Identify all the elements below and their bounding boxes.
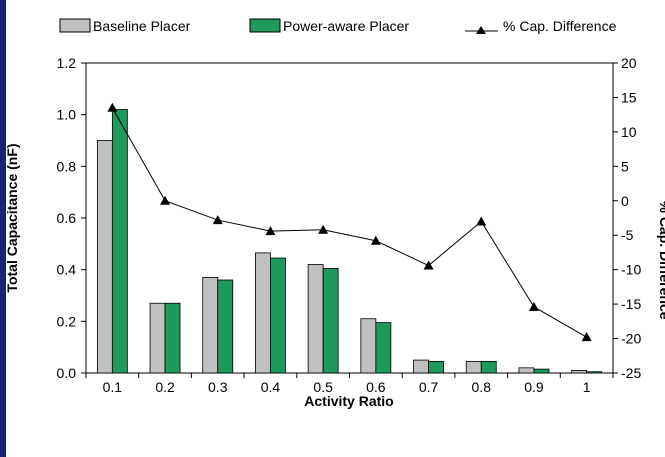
cap-diff-point-0.6 xyxy=(370,235,381,245)
legend-swatch-power-aware xyxy=(249,18,281,33)
cap-diff-point-0.4 xyxy=(265,226,276,236)
bar-baseline-0.7 xyxy=(413,359,429,374)
x-tick-label: 0.9 xyxy=(524,379,544,395)
left-tick-label: 1.0 xyxy=(57,107,77,123)
right-tick-label: -20 xyxy=(621,331,641,347)
x-tick-label: 0.5 xyxy=(313,379,333,395)
left-tick-label: 0.6 xyxy=(57,210,77,226)
right-tick-label: 20 xyxy=(621,55,637,71)
bar-power-aware-0.4 xyxy=(270,257,286,374)
bar-power-aware-1 xyxy=(586,371,603,374)
cap-diff-point-0.5 xyxy=(318,224,329,234)
x-tick-label: 0.7 xyxy=(419,379,439,395)
bar-baseline-0.8 xyxy=(465,360,482,374)
right-axis-ticks: -25 -20 -15 -10 -5 0 5 10 15 20 xyxy=(613,55,641,381)
bar-baseline-0.2 xyxy=(149,302,166,374)
left-tick-label: 0.4 xyxy=(57,262,77,278)
left-tick-label: 1.2 xyxy=(57,55,77,71)
right-tick-label: 15 xyxy=(621,89,637,105)
legend: Baseline Placer Power-aware Placer % Cap… xyxy=(59,18,617,34)
bar-power-aware-0.9 xyxy=(533,368,550,374)
x-tick-label: 0.3 xyxy=(208,379,228,395)
bar-power-aware-0.6 xyxy=(375,322,392,374)
bar-power-aware-0.1 xyxy=(111,109,128,374)
cap-diff-point-0.1 xyxy=(107,102,118,112)
cap-diff-point-0.9 xyxy=(528,301,539,311)
right-tick-label: 10 xyxy=(621,124,637,140)
legend-label-cap-diff: % Cap. Difference xyxy=(503,18,617,34)
bar-baseline-0.3 xyxy=(202,277,219,374)
x-tick-label: 0.6 xyxy=(366,379,386,395)
bar-power-aware-0.5 xyxy=(322,267,339,374)
bars-group xyxy=(96,109,603,374)
right-tick-label: -10 xyxy=(621,262,641,278)
right-tick-label: 5 xyxy=(621,158,629,174)
left-tick-label: 0.0 xyxy=(57,365,77,381)
bar-baseline-1 xyxy=(571,370,588,374)
left-tick-label: 0.8 xyxy=(57,158,77,174)
x-tick-label: 0.8 xyxy=(472,379,492,395)
x-axis-title: Activity Ratio xyxy=(304,393,393,409)
y2-axis-title: % Cap. Difference xyxy=(657,200,665,319)
bar-baseline-0.5 xyxy=(307,264,324,374)
left-axis-ticks: 0.0 0.2 0.4 0.6 0.8 1.0 1.2 xyxy=(57,55,86,381)
legend-triangle-icon xyxy=(476,26,486,34)
x-tick-label: 1 xyxy=(583,379,591,395)
left-tick-label: 0.2 xyxy=(57,313,77,329)
right-tick-label: 0 xyxy=(621,193,629,209)
y-axis-title: Total Capacitance (nF) xyxy=(4,143,20,292)
legend-label-baseline: Baseline Placer xyxy=(93,18,191,34)
bar-baseline-0.9 xyxy=(518,367,535,374)
bar-power-aware-0.2 xyxy=(164,302,181,374)
cap-diff-line xyxy=(111,107,587,338)
cap-diff-point-0.8 xyxy=(476,216,487,226)
right-tick-label: -15 xyxy=(621,296,641,312)
bar-baseline-0.1 xyxy=(96,140,113,374)
cap-diff-point-1 xyxy=(581,332,592,342)
cap-diff-point-0.2 xyxy=(160,195,171,205)
x-tick-label: 0.4 xyxy=(261,379,281,395)
bar-baseline-0.4 xyxy=(255,252,271,374)
bar-power-aware-0.3 xyxy=(217,279,234,374)
right-tick-label: -25 xyxy=(621,365,641,381)
x-axis-ticks: 0.1 0.2 0.3 0.4 0.5 0.6 0.7 0.8 0.9 1 xyxy=(85,373,614,395)
bar-power-aware-0.8 xyxy=(480,360,497,374)
legend-swatch-baseline xyxy=(59,18,91,33)
cap-diff-point-0.3 xyxy=(212,215,223,225)
x-tick-label: 0.2 xyxy=(155,379,175,395)
right-tick-label: -5 xyxy=(621,227,634,243)
cap-diff-line-group xyxy=(107,102,592,342)
x-tick-label: 0.1 xyxy=(103,379,123,395)
legend-label-power-aware: Power-aware Placer xyxy=(283,18,409,34)
cap-diff-point-0.7 xyxy=(423,260,434,270)
bar-power-aware-0.7 xyxy=(428,360,444,374)
bar-baseline-0.6 xyxy=(360,318,377,374)
